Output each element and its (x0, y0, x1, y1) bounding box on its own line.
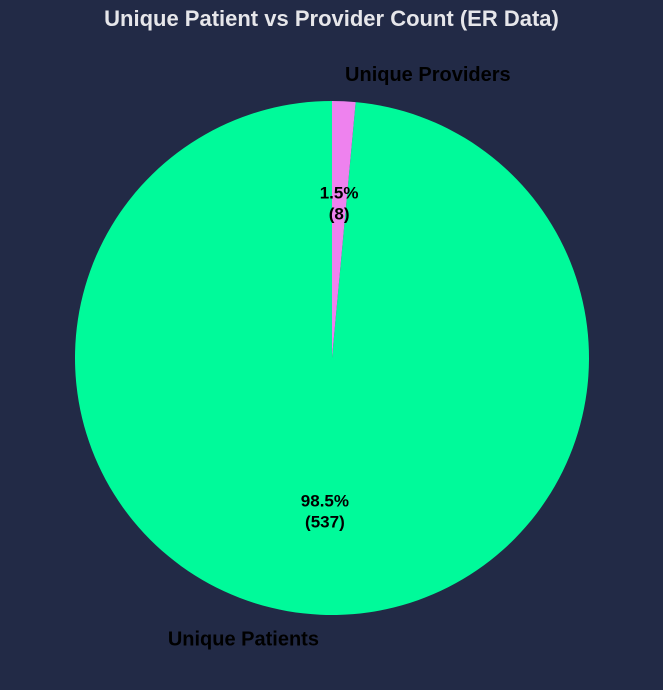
slice-percent-label: 98.5% (301, 492, 349, 511)
pie-slice-unique-patients (74, 101, 589, 615)
slice-label: Unique Providers (345, 64, 511, 86)
slice-count-label: (8) (329, 204, 350, 223)
slice-label: Unique Patients (168, 629, 319, 651)
slice-percent-label: 1.5% (320, 183, 359, 202)
chart-title: Unique Patient vs Provider Count (ER Dat… (104, 6, 559, 31)
pie-slice-unique-providers (332, 101, 356, 358)
pie-slices (74, 101, 589, 615)
pie-labels: Unique Patients 98.5% (537) Unique Provider… (168, 64, 511, 651)
slice-count-label: (537) (305, 513, 345, 532)
